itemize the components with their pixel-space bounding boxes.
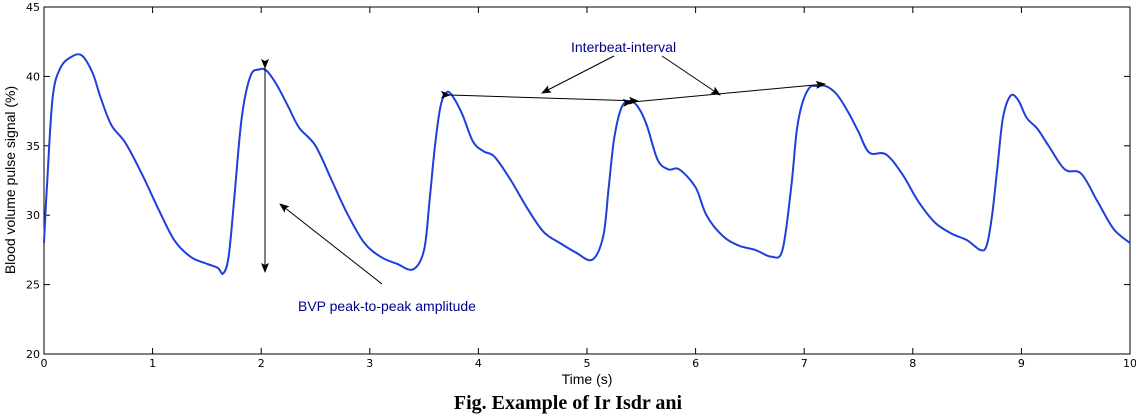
ibi-arrow-left — [541, 55, 615, 94]
y-axis-label: Blood volume pulse signal (%) — [2, 86, 18, 274]
x-tick-label: 3 — [366, 357, 373, 370]
x-tick-label: 1 — [149, 357, 156, 370]
x-axis-label: Time (s) — [562, 371, 613, 387]
y-tick-label: 45 — [26, 1, 40, 14]
x-tick-label: 6 — [692, 357, 699, 370]
x-tick-label: 10 — [1123, 357, 1136, 370]
x-tick-label: 8 — [909, 357, 916, 370]
y-tick-label: 30 — [26, 209, 40, 222]
x-tick-label: 7 — [801, 357, 808, 370]
annotation-arrows — [261, 55, 826, 285]
y-tick-label: 25 — [26, 279, 40, 292]
x-tick-label: 4 — [475, 357, 482, 370]
y-tick-label: 40 — [26, 70, 40, 83]
plot-area-frame — [43, 6, 1131, 355]
amplitude-annotation-label: BVP peak-to-peak amplitude — [298, 298, 476, 314]
ibi-double-arrow-2 — [622, 80, 826, 107]
ibi-double-arrow-1 — [440, 90, 639, 105]
series-line-bvp — [43, 53, 1131, 275]
ibi-annotation-label: Interbeat-interval — [571, 39, 676, 55]
y-tick-label: 20 — [26, 348, 40, 361]
amplitude-pointer-arrow — [279, 203, 383, 285]
figure-caption: Fig. Example of Ir Isdr ani — [453, 392, 683, 414]
x-tick-label: 2 — [258, 357, 265, 370]
x-tick-label: 9 — [1018, 357, 1025, 370]
x-tick-label: 5 — [584, 357, 591, 370]
y-tick-label: 35 — [26, 140, 40, 153]
x-tick-label: 0 — [41, 357, 48, 370]
